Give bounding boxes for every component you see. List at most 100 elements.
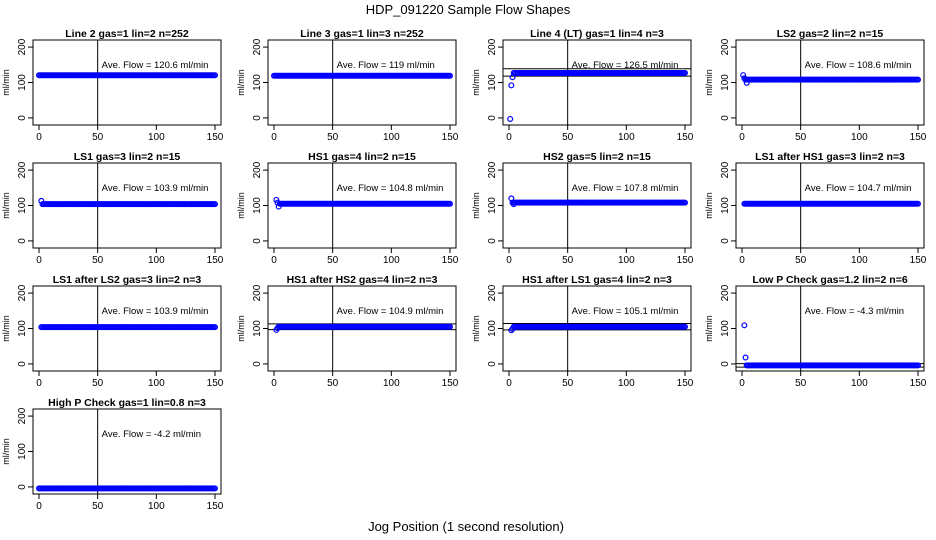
data-point (447, 323, 454, 330)
y-tick-label: 100 (720, 197, 731, 214)
y-tick-label: 0 (720, 361, 731, 367)
x-tick-label: 100 (618, 378, 635, 389)
panel-title: HS1 after LS1 gas=4 lin=2 n=3 (522, 274, 672, 286)
panel-title: LS2 gas=2 lin=2 n=15 (777, 28, 884, 40)
y-tick-label: 200 (17, 407, 28, 424)
y-tick-label: 0 (17, 238, 28, 244)
y-axis-label: ml/min (1, 192, 11, 219)
x-tick-label: 0 (36, 132, 42, 143)
x-tick-label: 100 (618, 132, 635, 143)
plot-panel: Line 2 gas=1 lin=2 n=252 0 100 200 0 50 100 150… (1, 28, 224, 143)
x-tick-label: 150 (207, 132, 224, 143)
x-tick-label: 50 (327, 378, 339, 389)
x-tick-label: 100 (618, 255, 635, 266)
panel-title: LS1 after LS2 gas=3 lin=2 n=3 (53, 274, 202, 286)
y-tick-label: 0 (487, 238, 498, 244)
y-tick-label: 100 (17, 74, 28, 91)
y-tick-label: 200 (487, 38, 498, 55)
data-point (681, 199, 688, 206)
y-tick-label: 200 (252, 161, 263, 178)
x-tick-label: 50 (92, 378, 104, 389)
y-tick-label: 0 (17, 115, 28, 121)
average-flow-annotation: Ave. Flow = 119 ml/min (337, 60, 435, 71)
y-tick-label: 200 (252, 38, 263, 55)
average-flow-annotation: Ave. Flow = -4.2 ml/min (102, 429, 201, 440)
y-axis-label: ml/min (471, 315, 481, 342)
x-tick-label: 150 (677, 378, 694, 389)
y-tick-label: 0 (252, 361, 263, 367)
x-tick-label: 100 (148, 501, 165, 512)
panel-title: High P Check gas=1 lin=0.8 n=3 (48, 397, 206, 409)
x-tick-label: 50 (795, 378, 807, 389)
average-flow-annotation: Ave. Flow = 103.9 ml/min (102, 306, 209, 317)
y-tick-label: 0 (487, 115, 498, 121)
average-flow-annotation: Ave. Flow = 104.9 ml/min (337, 306, 444, 317)
data-point (914, 362, 921, 369)
x-tick-label: 50 (795, 132, 807, 143)
x-tick-label: 150 (910, 255, 927, 266)
panel-title: LS1 gas=3 lin=2 n=15 (74, 151, 181, 163)
data-series (35, 72, 219, 79)
data-point (273, 196, 280, 203)
plot-panel: HS1 after HS2 gas=4 lin=2 n=3 0 100 200 0 50 1… (236, 274, 459, 389)
x-tick-label: 150 (442, 378, 459, 389)
data-series (741, 322, 921, 369)
panel-title: Line 2 gas=1 lin=2 n=252 (65, 28, 189, 40)
y-tick-label: 100 (720, 74, 731, 91)
x-tick-label: 50 (562, 255, 574, 266)
plot-panel: LS1 after LS2 gas=3 lin=2 n=3 0 100 200 0 50 1… (1, 274, 224, 389)
y-tick-label: 200 (17, 38, 28, 55)
x-tick-label: 50 (562, 132, 574, 143)
y-tick-label: 0 (720, 238, 731, 244)
panel-title: HS2 gas=5 lin=2 n=15 (543, 151, 651, 163)
panel-title: Line 4 (LT) gas=1 lin=4 n=3 (530, 28, 664, 40)
y-tick-label: 100 (720, 320, 731, 337)
x-tick-label: 0 (739, 255, 745, 266)
x-tick-label: 0 (36, 255, 42, 266)
x-tick-label: 0 (739, 132, 745, 143)
x-tick-label: 0 (506, 378, 512, 389)
plot-panel: High P Check gas=1 lin=0.8 n=3 0 100 200 0 50… (1, 397, 224, 512)
plot-panel: LS1 after HS1 gas=3 lin=2 n=3 0 100 200 0 50 1… (704, 151, 927, 266)
data-series (273, 196, 454, 210)
y-tick-label: 200 (720, 284, 731, 301)
y-axis-label: ml/min (704, 69, 714, 96)
y-tick-label: 0 (252, 115, 263, 121)
x-tick-label: 0 (271, 378, 277, 389)
data-series (741, 200, 921, 207)
x-tick-label: 150 (677, 132, 694, 143)
data-point (681, 323, 688, 330)
x-tick-label: 100 (383, 132, 400, 143)
x-tick-label: 50 (562, 378, 574, 389)
x-tick-label: 0 (271, 255, 277, 266)
data-series (508, 195, 688, 208)
figure-x-axis-label: Jog Position (1 second resolution) (368, 519, 564, 534)
y-tick-label: 100 (487, 74, 498, 91)
y-tick-label: 100 (252, 197, 263, 214)
data-series (271, 72, 454, 79)
panel-title: LS1 after HS1 gas=3 lin=2 n=3 (755, 151, 905, 163)
x-tick-label: 50 (92, 501, 104, 512)
x-tick-label: 150 (910, 378, 927, 389)
x-tick-label: 100 (148, 378, 165, 389)
x-tick-label: 100 (851, 132, 868, 143)
panel-grid: Line 2 gas=1 lin=2 n=252 0 100 200 0 50 100 150… (1, 28, 927, 512)
data-point (212, 485, 219, 492)
figure-title: HDP_091220 Sample Flow Shapes (366, 2, 571, 17)
x-tick-label: 100 (148, 132, 165, 143)
y-tick-label: 100 (487, 320, 498, 337)
x-tick-label: 150 (910, 132, 927, 143)
plot-panel: HS2 gas=5 lin=2 n=15 0 100 200 0 50 100 150 ml/m… (471, 151, 694, 266)
panel-title: HS1 gas=4 lin=2 n=15 (308, 151, 416, 163)
data-point (212, 201, 219, 208)
panel-title: HS1 after HS2 gas=4 lin=2 n=3 (287, 274, 438, 286)
x-tick-label: 0 (506, 255, 512, 266)
panel-frame (267, 39, 457, 126)
x-tick-label: 50 (92, 255, 104, 266)
y-tick-label: 200 (252, 284, 263, 301)
data-point (914, 200, 921, 207)
data-point (508, 82, 515, 89)
average-flow-annotation: Ave. Flow = 108.6 ml/min (805, 60, 912, 71)
y-axis-label: ml/min (236, 69, 246, 96)
